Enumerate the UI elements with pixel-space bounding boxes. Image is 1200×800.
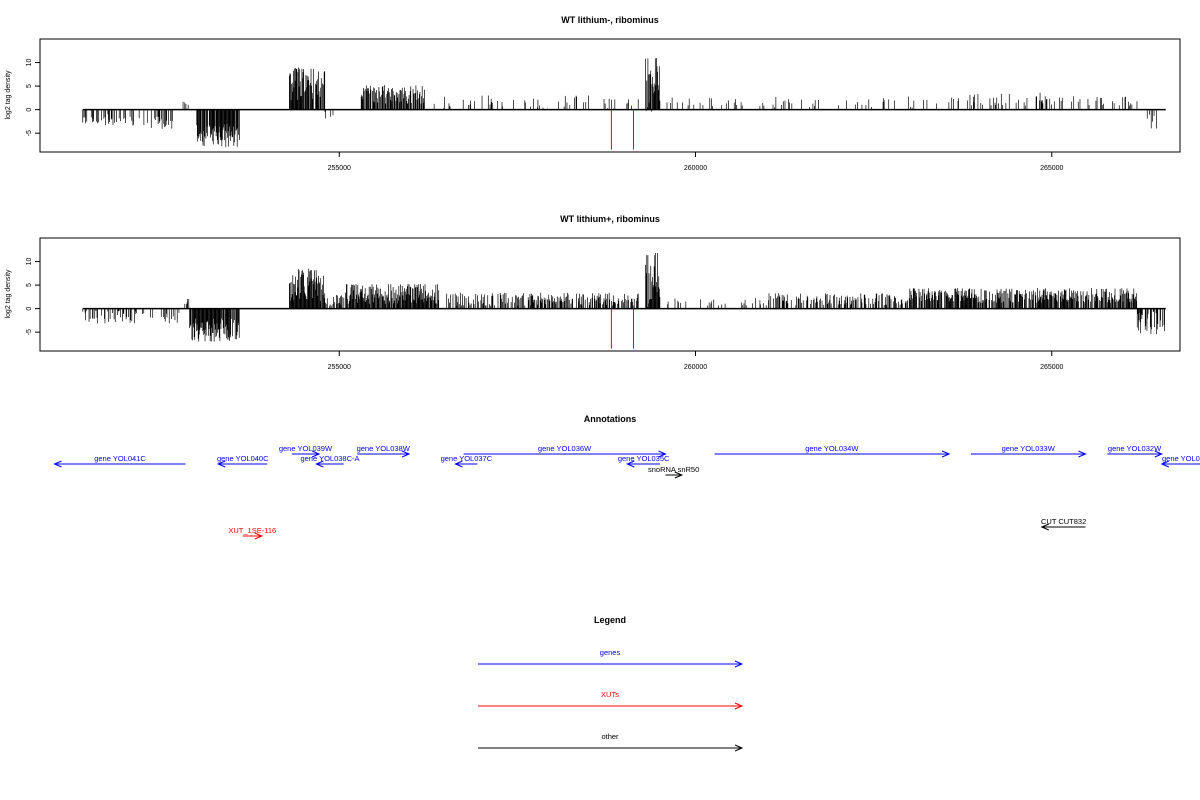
legend-arrow-head: [734, 660, 744, 668]
annotations-title: Annotations: [584, 414, 637, 424]
legend-arrow-head: [734, 702, 744, 710]
feature-arrow-head: [1078, 450, 1087, 458]
y-axis-label: log2 tag density: [5, 269, 12, 319]
x-tick-label: 260000: [684, 165, 707, 172]
y-tick-label: 10: [26, 258, 33, 266]
legend-item-label: genes: [600, 648, 621, 657]
feature-label: gene YOL036W: [538, 444, 592, 453]
y-tick-label: 5: [26, 84, 33, 88]
y-tick-label: 10: [26, 59, 33, 67]
feature-label: gene YOL035C: [618, 454, 670, 463]
feature-label: gene YOL040C: [217, 454, 269, 463]
legend: Legend genes XUTs other: [478, 615, 744, 752]
x-tick-label: 260000: [684, 364, 707, 371]
chart-panel-lithium-plus: WT lithium+, ribominus log2 tag density …: [5, 214, 1181, 371]
legend-title: Legend: [594, 615, 626, 625]
feature-arrow-head: [311, 450, 321, 458]
feature-arrow-head: [216, 460, 226, 468]
feature-arrow-head: [1160, 460, 1170, 468]
feature-label: XUT_1SE-116: [228, 526, 276, 535]
feature-label: gene YOL034W: [805, 444, 859, 453]
annotations-track: Annotations gene YOL041C gene YOL040C gene…: [53, 414, 1200, 540]
chart-title: WT lithium+, ribominus: [560, 214, 660, 224]
feature-arrow-head: [254, 532, 264, 540]
feature-label: gene YOL0: [1162, 454, 1200, 463]
feature-label: gene YOL038C-A: [300, 454, 359, 463]
feature-arrow-head: [1154, 450, 1164, 458]
feature-label: gene YOL032W: [1108, 444, 1162, 453]
axes: -5 0 5 10 255000 260000 265000: [26, 258, 1064, 371]
feature-arrow-head: [658, 450, 667, 458]
x-tick-label: 255000: [328, 165, 351, 172]
x-tick-label: 265000: [1040, 364, 1063, 371]
feature-label: gene YOL039W: [279, 444, 333, 453]
signal-bars: [82, 58, 1166, 148]
chart-title: WT lithium-, ribominus: [561, 15, 659, 25]
feature-label: gene YOL041C: [94, 454, 146, 463]
y-axis-label: log2 tag density: [5, 70, 12, 120]
feature-label: gene YOL038W: [357, 444, 411, 453]
feature-arrow-head: [674, 471, 684, 479]
feature-arrow-head: [626, 460, 635, 468]
feature-label: gene YOL037C: [441, 454, 493, 463]
marker-lines: [610, 109, 635, 150]
feature-arrow-head: [454, 460, 463, 468]
y-tick-label: 5: [26, 283, 33, 287]
plot-frame: [39, 237, 1181, 352]
y-tick-label: 0: [26, 108, 33, 112]
y-tick-label: -5: [26, 130, 33, 136]
legend-items: genes XUTs other: [478, 648, 744, 752]
signal-bars: [82, 252, 1166, 342]
feature-arrow-head: [53, 460, 62, 468]
axes: -5 0 5 10 255000 260000 265000: [26, 59, 1064, 172]
feature-arrow-head: [941, 450, 951, 458]
plot-frame: [39, 38, 1181, 153]
marker-lines: [610, 308, 635, 349]
legend-item-label: other: [601, 732, 619, 741]
feature-label: snoRNA snR50: [648, 465, 699, 474]
feature-label: CUT CUT832: [1041, 517, 1086, 526]
legend-item-label: XUTs: [601, 690, 619, 699]
feature-arrow-head: [315, 460, 324, 468]
legend-arrow-head: [734, 744, 744, 752]
feature-arrow-head: [1040, 523, 1050, 531]
x-tick-label: 265000: [1040, 165, 1063, 172]
x-tick-label: 255000: [328, 364, 351, 371]
y-tick-label: -5: [26, 329, 33, 335]
feature-arrow-head: [401, 450, 411, 458]
feature-label: gene YOL033W: [1002, 444, 1056, 453]
y-tick-label: 0: [26, 307, 33, 311]
chart-panel-lithium-minus: WT lithium-, ribominus log2 tag density …: [5, 15, 1181, 172]
